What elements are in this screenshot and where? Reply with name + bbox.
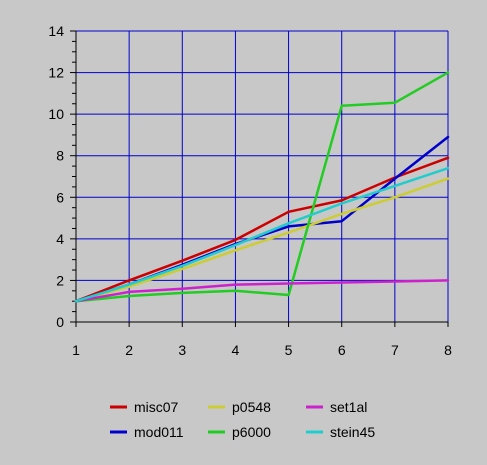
series-line-set1al	[74, 279, 450, 303]
x-tick-label: 4	[232, 342, 240, 358]
y-tick-label: 12	[48, 65, 64, 81]
y-tick-label: 2	[56, 272, 64, 288]
x-tick-label: 7	[391, 342, 399, 358]
legend-label: p0548	[232, 399, 271, 415]
legend-label: p6000	[232, 424, 271, 440]
y-tick-label: 6	[56, 189, 64, 205]
legend-item-p6000: p6000	[208, 424, 271, 440]
y-tick-label: 0	[56, 314, 64, 330]
series-line-stein45	[74, 166, 450, 303]
y-tick-label: 8	[56, 148, 64, 164]
legend-item-stein45: stein45	[306, 424, 375, 440]
x-tick-label: 2	[125, 342, 133, 358]
x-tick-label: 1	[72, 342, 80, 358]
grid	[75, 30, 449, 323]
series-line-mod011	[74, 135, 450, 303]
legend-item-set1al: set1al	[306, 399, 367, 415]
legend-item-misc07: misc07	[110, 399, 179, 415]
series-line-p0548	[74, 177, 450, 303]
legend: misc07 p0548 set1al mod011 p6000 stein45	[110, 399, 375, 440]
y-tick-label: 10	[48, 106, 64, 122]
legend-label: stein45	[330, 424, 375, 440]
series-line-p6000	[74, 71, 450, 303]
legend-item-p0548: p0548	[208, 399, 271, 415]
x-tick-label: 6	[338, 342, 346, 358]
series-lines	[74, 71, 450, 303]
x-tick-label: 5	[285, 342, 293, 358]
y-tick-label: 4	[56, 231, 64, 247]
legend-item-mod011: mod011	[110, 424, 184, 440]
legend-label: mod011	[134, 424, 184, 440]
series-line-misc07	[74, 156, 450, 303]
legend-label: misc07	[134, 399, 179, 415]
x-tick-label: 3	[178, 342, 186, 358]
legend-label: set1al	[330, 399, 367, 415]
x-tick-label: 8	[444, 342, 452, 358]
y-tick-label: 14	[48, 23, 64, 39]
